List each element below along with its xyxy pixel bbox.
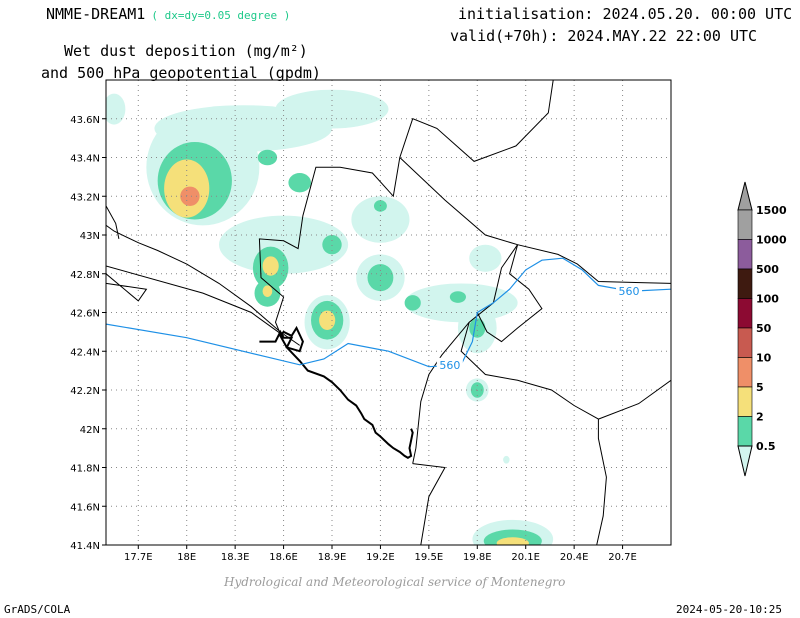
deposition-patch xyxy=(503,455,510,464)
colorbar-label: 100 xyxy=(756,293,779,306)
colorbar-label: 0.5 xyxy=(756,440,776,453)
deposition-patch xyxy=(322,235,342,255)
software-label: GrADS/COLA xyxy=(4,603,71,616)
contour-label: 560 xyxy=(619,285,640,298)
colorbar-bottom-arrow xyxy=(737,445,753,477)
x-tick-label: 20.7E xyxy=(608,552,637,563)
model-title: NMME-DREAM1 ( dx=dy=0.05 degree ) xyxy=(46,5,290,23)
colorbar-swatch xyxy=(737,209,753,240)
deposition-patch xyxy=(496,537,529,545)
y-tick-label: 42.4N xyxy=(70,347,100,358)
y-tick-label: 42.2N xyxy=(70,386,100,397)
deposition-patch xyxy=(469,244,502,272)
gridlines xyxy=(106,80,671,545)
deposition-patch xyxy=(469,318,486,338)
border-line xyxy=(412,463,446,545)
x-tick-label: 19.2E xyxy=(366,552,395,563)
credit-line: Hydrological and Meteorological service … xyxy=(224,575,566,589)
colorbar-swatch xyxy=(737,357,753,388)
y-tick-label: 43N xyxy=(80,231,100,242)
deposition-patch xyxy=(180,186,200,206)
contour-label-bg xyxy=(436,357,463,371)
border-line xyxy=(106,205,120,240)
deposition-patch xyxy=(319,310,336,330)
colorbar-top-arrow xyxy=(737,181,753,211)
deposition-patch xyxy=(449,291,466,303)
y-tick-label: 41.4N xyxy=(70,541,100,552)
valid-time: valid(+70h): 2024.MAY.22 22:00 UTC xyxy=(450,27,758,45)
x-tick-label: 20.4E xyxy=(560,552,589,563)
model-name: NMME-DREAM1 xyxy=(46,5,146,23)
deposition-field xyxy=(106,89,554,545)
x-tick-label: 18.6E xyxy=(269,552,298,563)
contour-label: 560 xyxy=(439,359,460,372)
variable-title-line2: and 500 hPa geopotential (gpdm) xyxy=(41,64,321,82)
border-line xyxy=(412,244,519,464)
generation-timestamp: 2024-05-20-10:25 xyxy=(676,603,782,616)
x-tick-label: 18E xyxy=(177,552,196,563)
colorbar-swatch xyxy=(737,386,753,417)
deposition-patch xyxy=(288,173,312,193)
y-tick-label: 42.8N xyxy=(70,270,100,281)
colorbar-swatch xyxy=(737,298,753,329)
initialisation-time: initialisation: 2024.05.20. 00:00 UTC xyxy=(458,5,793,23)
y-tick-label: 43.2N xyxy=(70,192,100,203)
y-tick-label: 43.4N xyxy=(70,154,100,165)
x-axis-ticks: 17.7E 18E 18.3E 18.6E 18.9E 19.2E 19.5E 19.8E 20… xyxy=(124,545,637,563)
deposition-patch xyxy=(262,256,279,276)
colorbar-swatch xyxy=(737,327,753,358)
contour-560 xyxy=(106,257,671,368)
colorbar-label: 10 xyxy=(756,352,772,365)
coastline xyxy=(259,325,414,459)
deposition-patch xyxy=(106,93,126,125)
deposition-patch xyxy=(257,149,278,166)
border-line xyxy=(399,157,671,284)
x-tick-label: 19.5E xyxy=(415,552,444,563)
deposition-patch xyxy=(219,215,349,274)
deposition-patch xyxy=(275,89,389,129)
colorbar-label: 2 xyxy=(756,411,764,424)
x-tick-label: 18.3E xyxy=(221,552,250,563)
colorbar-label: 1500 xyxy=(756,204,787,217)
border-line xyxy=(476,244,543,343)
deposition-patch xyxy=(351,196,410,243)
border-line xyxy=(106,224,300,346)
colorbar: 0.5 2 5 10 50 100 500 1000 1500 xyxy=(737,181,787,477)
y-tick-label: 41.6N xyxy=(70,502,100,513)
y-axis-ticks: 41.4N 41.6N 41.8N 42N 42.2N 42.4N 42.6N 42.8N 43… xyxy=(70,115,106,552)
deposition-patch xyxy=(404,295,421,311)
x-tick-label: 19.8E xyxy=(463,552,492,563)
colorbar-swatch xyxy=(737,239,753,270)
colorbar-swatch xyxy=(737,416,753,447)
y-tick-label: 43.6N xyxy=(70,115,100,126)
variable-title-line1: Wet dust deposition (mg/m²) xyxy=(64,42,308,60)
border-line xyxy=(460,322,607,545)
colorbar-swatch xyxy=(737,268,753,299)
country-borders xyxy=(106,80,671,545)
y-tick-label: 42.6N xyxy=(70,309,100,320)
border-line xyxy=(598,379,671,420)
x-tick-label: 17.7E xyxy=(124,552,153,563)
deposition-patch xyxy=(367,264,394,292)
colorbar-label: 5 xyxy=(756,381,764,394)
contour-label-bg xyxy=(616,284,643,298)
border-line xyxy=(258,80,554,342)
x-tick-label: 18.9E xyxy=(318,552,347,563)
geopotential-contours: 560 560 xyxy=(106,257,671,372)
colorbar-label: 500 xyxy=(756,263,779,276)
deposition-patch xyxy=(262,285,273,297)
y-tick-label: 42N xyxy=(80,425,100,436)
resolution-note: ( dx=dy=0.05 degree ) xyxy=(151,9,291,22)
border-line xyxy=(106,273,148,302)
y-tick-label: 41.8N xyxy=(70,464,100,475)
colorbar-label: 50 xyxy=(756,322,772,335)
border-line xyxy=(106,265,284,337)
colorbar-label: 1000 xyxy=(756,234,787,247)
x-tick-label: 20.1E xyxy=(511,552,540,563)
